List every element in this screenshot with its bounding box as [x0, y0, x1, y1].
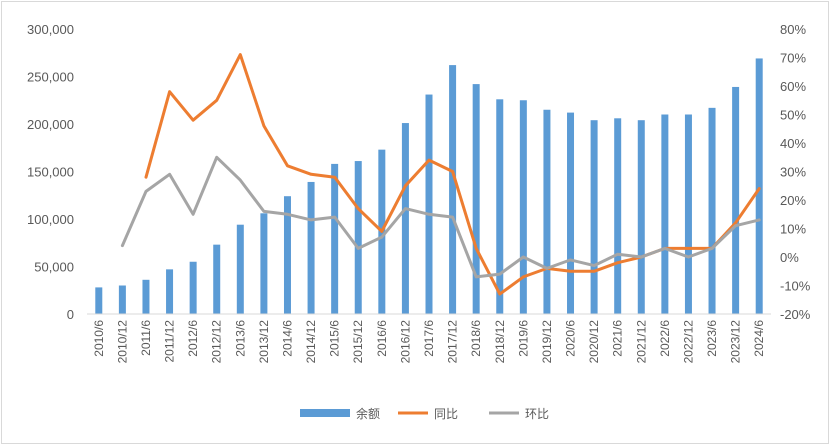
x-axis-tick: 2020/6	[564, 320, 578, 357]
bar	[307, 181, 315, 314]
x-axis-tick: 2023/6	[705, 320, 719, 357]
right-axis-tick: 40%	[780, 136, 806, 151]
right-axis-tick: 70%	[780, 51, 806, 66]
right-axis-tick: 20%	[780, 193, 806, 208]
x-axis-tick: 2020/12	[587, 320, 601, 364]
bar	[166, 269, 174, 314]
x-axis-tick: 2022/12	[681, 320, 695, 364]
x-axis-tick: 2014/6	[280, 320, 294, 357]
right-axis-tick: 30%	[780, 165, 806, 180]
bar	[425, 94, 433, 314]
right-axis-tick: 80%	[780, 22, 806, 37]
bar	[567, 112, 575, 314]
left-axis-tick: 250,000	[27, 70, 74, 85]
x-axis-tick: 2012/12	[210, 320, 224, 364]
bar	[472, 84, 480, 314]
line-qoq	[120, 155, 761, 279]
x-axis-tick: 2013/12	[257, 320, 271, 364]
bar	[661, 114, 669, 314]
legend: 余额 同比 环比	[300, 406, 549, 421]
x-axis-tick: 2019/6	[516, 320, 530, 357]
right-axis-tick: -10%	[780, 279, 811, 294]
right-y-axis: -20% -10% 0% 10% 20% 30% 40% 50% 60% 70% 80%	[780, 22, 811, 322]
x-axis-tick: 2018/12	[493, 320, 507, 364]
bar	[637, 120, 645, 314]
x-axis-tick: 2021/12	[634, 320, 648, 364]
bar	[401, 123, 409, 314]
x-axis-tick: 2014/12	[304, 320, 318, 364]
bar	[732, 86, 740, 314]
bar-series-balance	[95, 58, 763, 315]
left-axis-tick: 200,000	[27, 117, 74, 132]
line-series	[120, 53, 761, 296]
left-axis-tick: 300,000	[27, 22, 74, 37]
x-axis-tick: 2017/12	[446, 320, 460, 364]
right-axis-tick: 60%	[780, 79, 806, 94]
left-axis-tick: 150,000	[27, 165, 74, 180]
x-axis-tick: 2010/12	[115, 320, 129, 364]
x-axis-tick: 2021/6	[611, 320, 625, 357]
bar	[684, 114, 692, 314]
bar	[118, 285, 126, 314]
bar	[331, 163, 339, 314]
bar	[213, 244, 221, 314]
legend-label: 环比	[525, 407, 549, 421]
bar	[543, 109, 551, 314]
left-axis-tick: 100,000	[27, 212, 74, 227]
bar	[354, 161, 362, 314]
right-axis-tick: -20%	[780, 307, 811, 322]
x-axis-tick: 2010/6	[92, 320, 106, 357]
right-axis-tick: 0%	[780, 250, 799, 265]
bar	[708, 107, 716, 314]
left-y-axis: 0 50,000 100,000 150,000 200,000 250,000 300,0…	[27, 22, 74, 322]
bar	[449, 65, 457, 314]
bar	[260, 213, 268, 314]
bar	[496, 99, 504, 314]
right-axis-tick: 50%	[780, 108, 806, 123]
bar	[614, 118, 622, 314]
x-axis-tick: 2011/6	[139, 320, 153, 356]
bar	[189, 261, 197, 314]
x-axis-tick: 2018/6	[469, 320, 483, 357]
bar	[519, 100, 527, 314]
legend-swatch	[300, 409, 350, 417]
bar	[142, 279, 150, 314]
bar	[236, 224, 244, 314]
legend-label: 同比	[434, 407, 458, 421]
legend-label: 余额	[356, 406, 380, 421]
bar	[95, 287, 103, 314]
x-axis-tick: 2023/12	[729, 320, 743, 364]
x-axis-tick: 2022/6	[658, 320, 672, 357]
x-axis-tick: 2024/6	[752, 320, 766, 357]
x-axis-tick: 2012/6	[186, 320, 200, 357]
left-axis-tick: 0	[67, 307, 74, 322]
bar	[590, 120, 598, 314]
x-axis-tick: 2017/6	[422, 320, 436, 357]
right-axis-tick: 10%	[780, 222, 806, 237]
x-axis-tick: 2015/6	[328, 320, 342, 357]
x-axis-tick: 2011/12	[163, 320, 177, 363]
x-axis-tick: 2016/12	[398, 320, 412, 364]
x-axis-tick: 2013/6	[233, 320, 247, 357]
x-axis: 2010/6 2010/12 2011/6 2011/12 2012/6 2012/12 2…	[87, 313, 771, 364]
bar	[755, 58, 763, 315]
left-axis-tick: 50,000	[34, 260, 74, 275]
x-axis-tick: 2019/12	[540, 320, 554, 364]
bar	[283, 196, 291, 314]
x-axis-tick: 2016/6	[375, 320, 389, 357]
x-axis-tick: 2015/12	[351, 320, 365, 364]
